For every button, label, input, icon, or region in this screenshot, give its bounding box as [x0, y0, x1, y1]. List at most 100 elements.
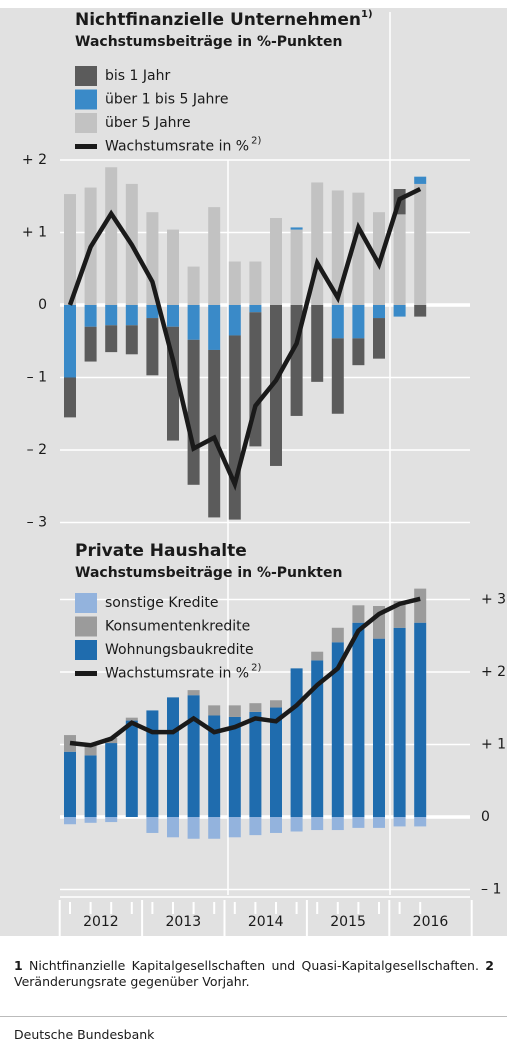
bar-segment — [352, 817, 365, 828]
bar-segment — [228, 817, 241, 838]
legend-swatch — [75, 616, 97, 637]
bar-segment — [270, 707, 282, 817]
bar-segment — [208, 349, 221, 518]
bar-segment — [352, 622, 365, 817]
bar-segment — [64, 817, 76, 825]
bar-segment — [208, 817, 221, 839]
bar-segment — [414, 817, 427, 827]
y-tick-label: – 2 — [27, 442, 47, 458]
legend-label: sonstige Kredite — [105, 595, 218, 611]
bar-segment — [84, 817, 97, 823]
footnotes: 1 Nichtfinanzielle Kapitalgesellschaften… — [14, 958, 494, 990]
bar-segment — [228, 705, 241, 717]
y-tick-label: – 1 — [481, 882, 501, 898]
y-tick-label: + 1 — [481, 737, 506, 753]
bar-segment — [249, 711, 262, 817]
text-part: Private Haushalte — [75, 541, 247, 561]
bar-segment — [146, 212, 159, 305]
legend-label: über 5 Jahre — [105, 115, 191, 131]
bar-segment — [125, 717, 138, 721]
y-tick-label: 0 — [481, 809, 490, 825]
bar-segment — [228, 335, 241, 520]
chart-title: Private Haushalte — [75, 541, 247, 561]
bar-segment — [249, 817, 262, 836]
bar-segment — [249, 703, 262, 712]
bar-segment — [331, 338, 344, 414]
y-tick-label: + 3 — [481, 592, 506, 608]
footnote-number: 1 — [14, 958, 23, 973]
bar-segment — [187, 695, 200, 817]
bar-segment — [414, 622, 427, 817]
bar-segment — [167, 229, 179, 305]
bar-segment — [414, 588, 427, 623]
bar-segment — [105, 817, 118, 823]
bar-segment — [187, 339, 200, 485]
source: Deutsche Bundesbank — [14, 1027, 155, 1042]
bar-segment — [352, 192, 365, 305]
bar-segment — [393, 817, 406, 827]
x-tick-label: 2014 — [248, 914, 284, 930]
bar-segment — [105, 325, 118, 353]
bar-segment — [208, 705, 221, 716]
text-part: bis 1 Jahr — [105, 68, 170, 84]
bar-segment — [105, 167, 118, 305]
bar-segment — [352, 305, 365, 339]
bar-segment — [311, 305, 324, 382]
y-tick-label: + 2 — [22, 152, 47, 168]
bar-segment — [311, 651, 324, 661]
bar-segment — [290, 668, 303, 817]
legend-label: Wachstumsrate in % 2) — [105, 663, 261, 682]
bar-segment — [208, 715, 221, 817]
bar-segment — [270, 218, 282, 305]
bar-segment — [290, 229, 303, 305]
bar-segment — [125, 305, 138, 326]
bar-segment — [64, 305, 76, 378]
text-part: 2) — [251, 663, 261, 674]
bar-segment — [373, 817, 385, 828]
bar-segment — [331, 817, 344, 831]
text-part: Nichtfinanzielle Unternehmen — [75, 10, 361, 30]
bar-segment — [331, 305, 344, 339]
bar-segment — [125, 325, 138, 355]
bar-segment — [84, 745, 97, 756]
bar-segment — [187, 690, 200, 696]
bar-segment — [105, 305, 118, 326]
bar-segment — [331, 642, 344, 817]
bar-segment — [249, 305, 262, 313]
bar-segment — [331, 627, 344, 643]
bar-segment — [105, 743, 118, 817]
x-tick-label: 2012 — [83, 914, 119, 930]
bar-segment — [208, 207, 221, 305]
text-part: Wachstumsrate in % — [105, 139, 249, 155]
text-part: über 5 Jahre — [105, 115, 191, 131]
legend-label: Konsumentenkredite — [105, 619, 250, 635]
chart-subtitle: Wachstumsbeiträge in %-Punkten — [75, 34, 342, 50]
bar-segment — [84, 305, 97, 327]
bar-segment — [228, 261, 241, 305]
chart-title: Nichtfinanzielle Unternehmen1) — [75, 9, 373, 30]
text-part: 1) — [361, 9, 373, 20]
bar-segment — [393, 627, 406, 817]
legend-swatch — [75, 89, 97, 110]
legend-swatch — [75, 640, 97, 660]
y-tick-label: – 1 — [27, 370, 47, 386]
bar-segment — [414, 305, 427, 317]
line-series — [67, 186, 422, 491]
chart-subtitle: Wachstumsbeiträge in %-Punkten — [75, 565, 342, 581]
text-part: 2) — [251, 136, 261, 147]
bar-segment — [64, 194, 76, 305]
bar-segment — [187, 817, 200, 839]
line-series — [69, 596, 421, 748]
bar-segment — [146, 318, 159, 376]
bar-segment — [249, 261, 262, 305]
bar-segment — [146, 817, 159, 833]
legend-swatch — [75, 113, 97, 133]
bar-segment — [64, 751, 76, 817]
bar-segment — [270, 817, 282, 833]
legend-label: Wachstumsrate in % 2) — [105, 136, 261, 155]
bar-segment — [311, 817, 324, 831]
bar-segment — [414, 183, 427, 305]
bar-segment — [373, 318, 385, 359]
bar-segment — [393, 305, 406, 317]
